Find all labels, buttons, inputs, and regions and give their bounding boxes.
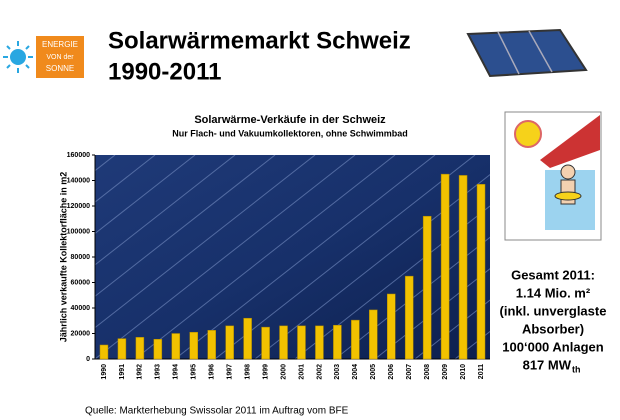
x-tick-label: 1992 — [137, 364, 144, 380]
x-tick-label: 1991 — [119, 364, 126, 380]
bar — [297, 325, 306, 360]
chart-title: Solarwärme-Verkäufe in der Schweiz — [194, 114, 386, 126]
x-tick-label: 2001 — [298, 364, 305, 380]
x-tick-label: 2003 — [334, 364, 341, 380]
panel-line — [134, 155, 396, 359]
panel-line — [95, 155, 156, 203]
x-tick-label: 2005 — [370, 364, 377, 380]
panel-line — [95, 155, 356, 359]
chart-subtitle: Nur Flach- und Vakuumkollektoren, ohne S… — [172, 128, 408, 138]
side-text-subscript: th — [572, 364, 581, 374]
x-tick-label: 1996 — [209, 364, 216, 380]
bar — [153, 338, 163, 360]
panel-line — [95, 155, 316, 329]
x-tick-label: 2010 — [460, 364, 467, 380]
panel-line — [615, 155, 620, 359]
x-tick-label: 2000 — [280, 364, 287, 380]
bar — [189, 331, 198, 360]
y-tick-label: 140000 — [67, 177, 90, 184]
y-tick-label: 0 — [86, 356, 90, 363]
y-tick-label: 20000 — [71, 330, 91, 337]
bar — [117, 338, 127, 360]
footer: Quelle: Markterhebung Swissolar 2011 im … — [85, 406, 349, 417]
bar — [99, 344, 109, 360]
panel-line — [374, 268, 490, 359]
x-tick-label: 2002 — [316, 364, 323, 380]
x-tick-label: 2004 — [352, 364, 359, 380]
bar — [243, 317, 252, 360]
x-tick-label: 1998 — [244, 364, 251, 380]
x-tick-label: 2006 — [388, 364, 395, 380]
bar — [369, 309, 378, 360]
panel-line — [95, 155, 196, 235]
x-tick-label: 2011 — [478, 364, 485, 379]
x-tick-label: 1997 — [227, 364, 234, 380]
bar — [171, 333, 181, 360]
logo-text: VON der — [46, 54, 74, 61]
bar — [333, 324, 342, 360]
bar — [279, 325, 288, 360]
x-tick-label: 1995 — [191, 364, 198, 380]
x-tick-label: 1990 — [101, 364, 108, 380]
bar — [476, 184, 486, 360]
x-tick-label: 1999 — [262, 364, 269, 380]
side-text: Gesamt 2011: — [511, 267, 595, 282]
slide-title: 1990-2011 — [108, 58, 221, 85]
y-tick-label: 120000 — [67, 203, 90, 210]
side-text: Absorber) — [522, 321, 584, 336]
panel-line — [174, 155, 436, 359]
bar — [261, 326, 270, 360]
bar — [207, 330, 216, 360]
bar — [351, 319, 360, 360]
y-tick-label: 100000 — [67, 228, 90, 235]
panel-line — [95, 155, 276, 297]
panel-line — [254, 173, 490, 359]
x-tick-label: 2008 — [424, 364, 431, 380]
x-tick-label: 2009 — [442, 364, 449, 380]
x-tick-label: 2007 — [406, 364, 413, 380]
bar — [387, 293, 396, 360]
logo: ENERGIE VON der SONNE — [0, 36, 84, 78]
side-text: (inkl. unverglaste — [500, 303, 607, 318]
bar — [458, 175, 468, 360]
y-tick-label: 60000 — [71, 279, 91, 286]
bar — [440, 173, 450, 360]
logo-text: ENERGIE — [42, 40, 78, 49]
y-tick-label: 80000 — [71, 254, 91, 261]
logo-text: SONNE — [46, 64, 74, 73]
y-axis-label: Jährlich verkaufte Kollektorfläche in m2 — [58, 172, 68, 343]
y-tick-label: 160000 — [67, 152, 90, 159]
bar — [315, 325, 324, 360]
slide-title: Solarwärmemarkt Schweiz — [108, 27, 411, 54]
bar — [404, 275, 414, 360]
x-tick-label: 1993 — [155, 364, 162, 380]
panel-line — [214, 155, 476, 359]
x-tick-label: 1994 — [173, 364, 180, 380]
bar — [225, 325, 234, 360]
side-text: 817 MW — [523, 357, 572, 372]
y-tick-label: 40000 — [71, 305, 91, 312]
panel-icon — [466, 28, 588, 78]
panel-line — [414, 299, 490, 359]
cartoon-image — [504, 111, 602, 241]
side-text: 100‘000 Anlagen — [502, 339, 603, 354]
side-text: 1.14 Mio. m² — [516, 285, 591, 300]
panel-line — [95, 155, 236, 266]
bar — [135, 337, 145, 360]
bar — [422, 215, 432, 360]
